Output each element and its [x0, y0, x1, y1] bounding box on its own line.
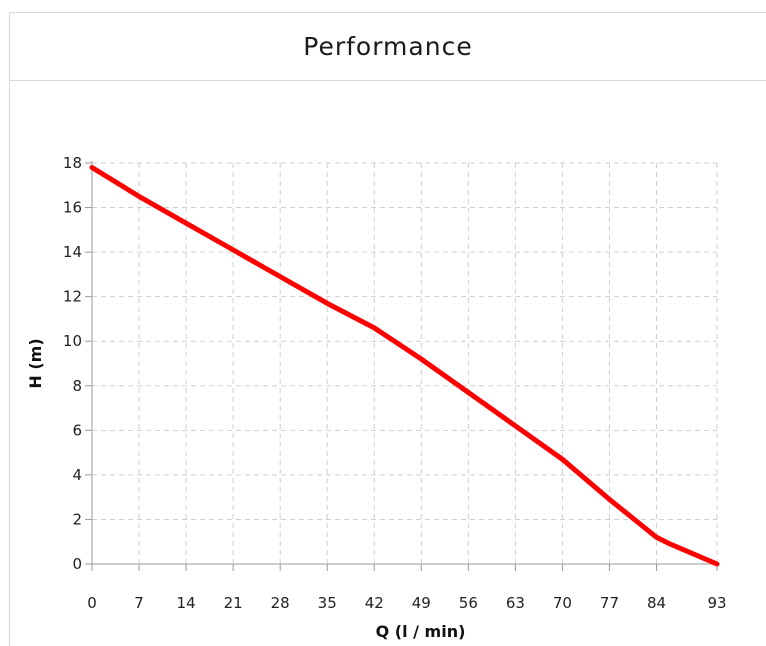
y-tick-label: 6 — [72, 421, 82, 439]
x-tick-label: 7 — [134, 594, 144, 612]
panel-title: Performance — [303, 32, 473, 61]
x-tick-label: 21 — [224, 594, 243, 612]
x-tick-label: 56 — [459, 594, 478, 612]
x-tick-label: 35 — [318, 594, 337, 612]
y-tick-label: 16 — [63, 199, 82, 217]
x-tick-label: 0 — [87, 594, 97, 612]
x-tick-label: 42 — [365, 594, 384, 612]
y-tick-label: 4 — [72, 466, 82, 484]
x-tick-label: 77 — [600, 594, 619, 612]
y-tick-label: 14 — [63, 243, 82, 261]
y-tick-label: 8 — [72, 377, 82, 395]
y-tick-label: 0 — [72, 555, 82, 573]
y-axis-title: H (m) — [26, 338, 45, 388]
x-tick-label: 49 — [412, 594, 431, 612]
x-tick-label: 63 — [506, 594, 525, 612]
y-tick-label: 2 — [72, 510, 82, 528]
y-tick-label: 18 — [63, 154, 82, 172]
panel-header: Performance — [10, 13, 766, 81]
x-tick-label: 28 — [271, 594, 290, 612]
x-tick-label: 93 — [707, 594, 726, 612]
performance-panel: Performance — [9, 12, 766, 646]
x-tick-label: 14 — [177, 594, 196, 612]
x-axis-title: Q (l / min) — [376, 622, 466, 641]
y-tick-label: 10 — [63, 332, 82, 350]
x-tick-label: 70 — [553, 594, 572, 612]
y-tick-label: 12 — [63, 288, 82, 306]
performance-curve — [89, 164, 720, 567]
x-tick-label: 84 — [647, 594, 666, 612]
